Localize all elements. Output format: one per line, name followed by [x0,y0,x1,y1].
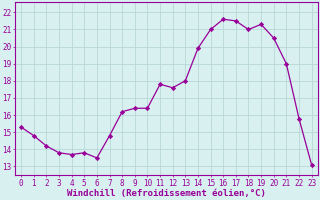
X-axis label: Windchill (Refroidissement éolien,°C): Windchill (Refroidissement éolien,°C) [67,189,266,198]
